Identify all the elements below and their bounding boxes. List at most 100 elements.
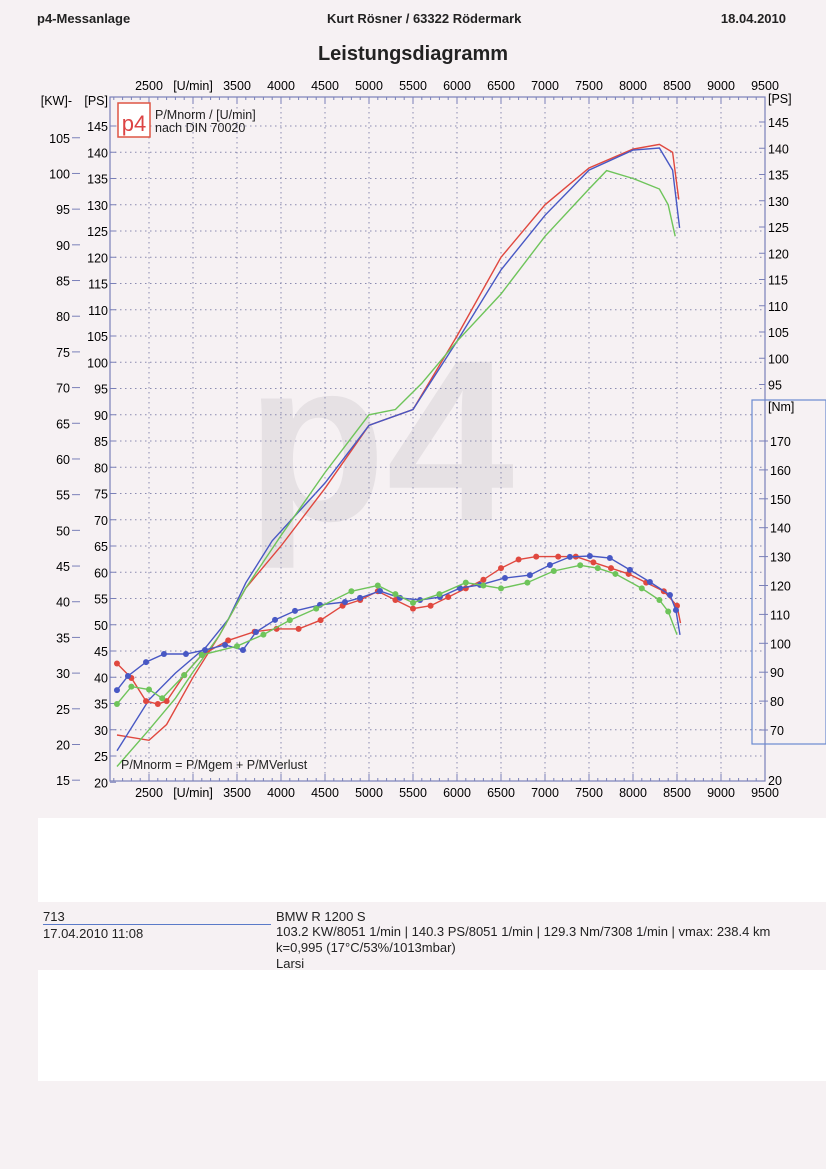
kw-tick-label: 100 (49, 167, 70, 181)
ps-tick-label-left: 85 (94, 435, 108, 449)
results-summary: 103.2 KW/8051 1/min | 140.3 PS/8051 1/mi… (276, 924, 771, 939)
torque-point-blue (377, 587, 383, 594)
x-axis-unit-top: [U/min] (173, 79, 213, 93)
power-torque-chart: p4 2500 2500 3500 3500 4000 4000 4500 4500 5000 5… (41, 79, 826, 800)
torque-point-red (498, 565, 504, 572)
torque-point-red (113, 660, 120, 667)
torque-scale-box (751, 399, 826, 745)
torque-point-green (348, 588, 355, 595)
ps-tick-label-left: 45 (94, 645, 108, 659)
kw-tick-label: 80 (56, 310, 70, 324)
x-tick-label-top: 7000 (531, 79, 559, 93)
ps-tick-label-right: 120 (768, 247, 789, 261)
kw-tick-label: 85 (56, 275, 70, 289)
kw-tick-label: 90 (56, 239, 70, 253)
x-tick-label-bottom: 5000 (355, 786, 383, 800)
torque-point-blue (239, 646, 246, 653)
torque-point-green (260, 631, 267, 638)
ps-tick-label-right: 140 (768, 142, 789, 156)
ps-tick-label-left: 100 (87, 356, 108, 370)
torque-point-green (638, 585, 645, 592)
torque-point-red (410, 605, 416, 612)
blank-area-bottom (38, 970, 826, 1081)
torque-point-blue (124, 672, 131, 679)
kw-axis-label: [KW]- (41, 94, 72, 108)
torque-point-green (234, 643, 240, 650)
ps-tick-label-left: 55 (94, 593, 108, 607)
torque-point-red (515, 556, 522, 563)
ps-tick-label-left: 35 (94, 698, 108, 712)
torque-point-red (317, 617, 324, 624)
torque-point-blue (646, 579, 653, 586)
torque-point-red (480, 576, 487, 583)
conditions: k=0,995 (17°C/53%/1013mbar) (276, 940, 456, 955)
torque-point-red (392, 596, 399, 603)
kw-tick-label: 20 (56, 738, 70, 752)
ps-tick-label-left: 95 (94, 383, 108, 397)
torque-point-green (159, 695, 166, 702)
torque-point-green (462, 579, 469, 586)
nm-tick-label: 150 (770, 493, 791, 507)
kw-tick-label: 95 (56, 203, 70, 217)
torque-point-blue (672, 607, 679, 614)
ps-tick-label-left: 80 (94, 461, 108, 475)
ps-tick-label-right: 130 (768, 195, 789, 209)
x-tick-label-bottom: 4000 (267, 786, 295, 800)
torque-curve-red (116, 555, 682, 705)
torque-point-blue (143, 659, 150, 666)
x-tick-label-bottom: 8500 (663, 786, 691, 800)
kw-tick-label: 50 (56, 524, 70, 538)
torque-point-green (392, 591, 399, 598)
driver: Larsi (276, 956, 305, 971)
ps-tick-label-left: 125 (87, 225, 108, 239)
torque-point-red (445, 594, 452, 601)
ps-tick-label-right: 100 (768, 352, 789, 366)
header-center: Kurt Rösner / 63322 Rödermark (327, 11, 522, 26)
ps-tick-label-right: 135 (768, 169, 789, 183)
torque-point-blue (201, 646, 208, 653)
ps-tick-label-left: 120 (87, 251, 108, 265)
x-tick-label-top: 5000 (355, 79, 383, 93)
p4-logo-text: p4 (122, 111, 146, 136)
ps-tick-label-right: 95 (768, 379, 782, 393)
ps-tick-label-left: 135 (87, 173, 108, 187)
torque-point-red (427, 602, 434, 609)
kw-tick-label: 40 (56, 596, 70, 610)
torque-point-green (286, 617, 293, 624)
kw-tick-label: 105 (49, 132, 70, 146)
torque-point-blue (606, 555, 613, 562)
torque-point-blue (501, 574, 508, 581)
ps-tick-label-left: 60 (94, 566, 108, 580)
x-tick-label-bottom: 8000 (619, 786, 647, 800)
ps-tick-label-left: 20 (94, 776, 108, 790)
ps-tick-label-left: 110 (88, 304, 108, 318)
kw-tick-label: 75 (56, 346, 70, 360)
torque-point-green (313, 605, 320, 612)
torque-point-green (665, 608, 672, 615)
kw-tick-label: 45 (56, 560, 70, 574)
torque-point-blue (666, 592, 673, 599)
torque-point-green (198, 651, 205, 658)
torque-point-blue (546, 561, 553, 568)
torque-point-green (550, 568, 557, 575)
ps-axis-label-left: [PS] (84, 94, 108, 108)
torque-point-green (612, 570, 619, 577)
torque-point-red (590, 559, 597, 566)
ps-tick-label-right: 20 (768, 774, 782, 788)
torque-point-red (143, 698, 150, 705)
nm-tick-label: 70 (770, 724, 784, 738)
nm-tick-label: 130 (770, 551, 791, 565)
torque-curve-green (116, 564, 678, 705)
ps-tick-label-left: 25 (94, 750, 108, 764)
ps-tick-label-left: 40 (94, 671, 108, 685)
x-tick-label-bottom: 7000 (531, 786, 559, 800)
kw-tick-label: 60 (56, 453, 70, 467)
torque-point-green (374, 582, 381, 589)
x-tick-label-top: 2500 (135, 79, 163, 93)
p4-logo-icon (117, 102, 151, 138)
x-tick-label-top: 8000 (619, 79, 647, 93)
x-tick-label-top: 9500 (751, 79, 779, 93)
ps-tick-label-left: 50 (94, 619, 108, 633)
x-tick-label-top: 5500 (399, 79, 427, 93)
nm-tick-label: 100 (770, 637, 791, 651)
